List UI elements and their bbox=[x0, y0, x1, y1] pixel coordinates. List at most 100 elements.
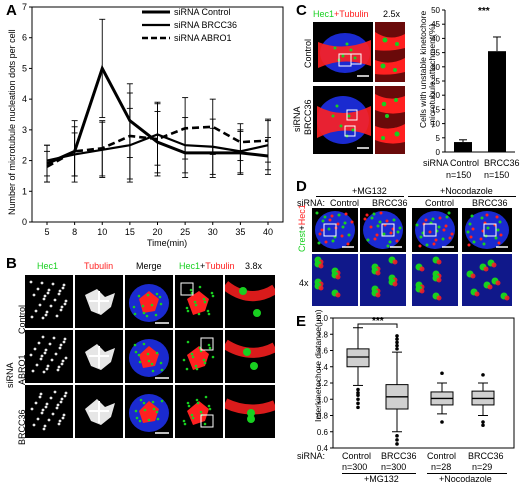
panel-e-outlier bbox=[395, 438, 399, 442]
panel-e-outlier bbox=[395, 434, 399, 438]
panel-b-image-r1-c2 bbox=[75, 275, 123, 328]
panel-b-image-r3-c3 bbox=[125, 385, 173, 438]
panel-a-line-chart: 0 1 2 3 4 5 6 7 5 8 10 15 20 25 30 35 40 siRNA Control si… bbox=[22, 2, 284, 237]
panel-c-ytick-label: 15 bbox=[431, 105, 440, 114]
panel-b-sirna-label: siRNA bbox=[5, 362, 15, 388]
panel-e-xtick-control-1: Control bbox=[342, 451, 372, 461]
panel-b-image-r3-c4 bbox=[175, 385, 223, 438]
panel-a-ytick-label: 6 bbox=[22, 33, 27, 43]
panel-a-ytick-label: 7 bbox=[22, 2, 27, 12]
panel-e-outlier bbox=[356, 387, 360, 392]
panel-e-plot-frame bbox=[332, 317, 515, 449]
panel-b-image-r2-c4 bbox=[175, 330, 223, 383]
panel-c-significance: *** bbox=[478, 6, 490, 17]
panel-e-outlier bbox=[356, 393, 360, 397]
panel-d-image-r2-c4 bbox=[462, 254, 512, 306]
panel-e-n-3: n=28 bbox=[431, 462, 452, 472]
panel-a-legend-label: siRNA Control bbox=[174, 7, 231, 17]
panel-e-outlier bbox=[395, 337, 399, 341]
panel-b-header-hec1-tubulin: Hec1+Tubulin bbox=[179, 261, 235, 271]
panel-e-box bbox=[385, 384, 409, 410]
panel-b-header-tubulin: Tubulin bbox=[84, 261, 114, 271]
panel-a-xtick-label: 5 bbox=[44, 227, 49, 237]
panel-c-x-prefix: siRNA bbox=[423, 158, 449, 168]
panel-e-outlier bbox=[395, 347, 399, 351]
panel-d-image-r2-c2 bbox=[360, 254, 406, 306]
panel-d-zoom-label: 4x bbox=[299, 278, 309, 288]
panel-b-image-r1-c5 bbox=[225, 275, 275, 328]
panel-e-group-nocodazole: +Nocodazole bbox=[439, 474, 492, 484]
panel-c-ytick-label: 10 bbox=[431, 120, 440, 129]
panel-e-significance: *** bbox=[372, 316, 384, 327]
panel-e-group-mg132: +MG132 bbox=[364, 474, 399, 484]
panel-d-label: D bbox=[296, 178, 307, 195]
panel-a-xtick-label: 25 bbox=[180, 227, 190, 237]
panel-c-bar-chart: 0 5 10 15 20 25 30 35 40 45 50 bbox=[431, 6, 515, 157]
panel-e-sirna-label: siRNA: bbox=[297, 451, 326, 461]
panel-d-image-r2-c3 bbox=[412, 254, 458, 306]
panel-e-outlier bbox=[481, 373, 485, 377]
panel-d-col-control-1: Control bbox=[330, 198, 360, 208]
panel-b-image-r2-c3 bbox=[125, 330, 173, 383]
panel-a-xlabel: Time(min) bbox=[147, 238, 188, 248]
panel-a-label: A bbox=[6, 2, 17, 19]
panel-a-ytick-label: 1 bbox=[22, 186, 27, 196]
panel-d-col-control-2: Control bbox=[425, 198, 455, 208]
panel-b-header-merge: Merge bbox=[136, 261, 162, 271]
panel-d-treatment-mg132: +MG132 bbox=[352, 186, 387, 196]
panel-c-row-control: Control bbox=[303, 38, 313, 68]
panel-b-image-r3-c1 bbox=[25, 385, 73, 438]
panel-e-outlier bbox=[356, 390, 360, 395]
panel-c-xtick-brcc36: BRCC36 bbox=[484, 158, 520, 168]
panel-b-zoom-label: 3.8x bbox=[245, 261, 263, 271]
panel-b-label: B bbox=[6, 255, 17, 272]
panel-e-outlier bbox=[481, 420, 485, 424]
panel-a-ytick-label: 4 bbox=[22, 94, 27, 104]
panel-b-image-r2-c2 bbox=[75, 330, 123, 383]
panel-a-ytick-label: 5 bbox=[22, 63, 27, 73]
panel-e-n-1: n=300 bbox=[342, 462, 368, 472]
panel-e-ytick-label: 0.6 bbox=[317, 428, 329, 437]
panel-c-control-zoom-image bbox=[375, 22, 405, 82]
panel-e-nocodazole-line bbox=[427, 473, 507, 474]
panel-c-zoom-label: 2.5x bbox=[383, 9, 401, 19]
panel-e-mg132-line bbox=[342, 473, 416, 474]
panel-b-image-r3-c5 bbox=[225, 385, 275, 438]
panel-e-label: E bbox=[296, 313, 307, 330]
panel-e-outlier bbox=[356, 405, 360, 410]
panel-c-ytick-label: 0 bbox=[436, 148, 441, 157]
panel-c-row-brcc36: BRCC36 bbox=[303, 99, 313, 135]
panel-a-xtick-label: 40 bbox=[263, 227, 273, 237]
panel-d-image-r2-c1 bbox=[312, 254, 358, 306]
panel-d-side-label: Crest+Hec1 bbox=[297, 204, 307, 252]
panel-a-ytick-label: 2 bbox=[22, 156, 27, 166]
panel-c-bar bbox=[488, 51, 506, 152]
panel-c-brcc36-image bbox=[313, 86, 373, 154]
panel-a-xtick-label: 10 bbox=[97, 227, 107, 237]
panel-b-image-r1-c1 bbox=[25, 275, 73, 328]
panel-d-sirna-label: siRNA: bbox=[297, 198, 326, 208]
panel-c-ytick-label: 50 bbox=[431, 6, 440, 15]
panel-c-ytick-label: 5 bbox=[436, 134, 441, 143]
panel-e-xtick-brcc36-2: BRCC36 bbox=[468, 451, 504, 461]
panel-b-image-r2-c5 bbox=[225, 330, 275, 383]
panel-a-ylabel: Number of microtubule nucleation dots pe… bbox=[7, 29, 17, 215]
panel-c-ytick-label: 40 bbox=[431, 34, 440, 43]
panel-b-image-r3-c2 bbox=[75, 385, 123, 438]
panel-b-image-r2-c1 bbox=[25, 330, 73, 383]
panel-c-n-control: n=150 bbox=[446, 170, 472, 180]
panel-d-treatment-nocodazole: +Nocodazole bbox=[440, 186, 493, 196]
panel-e-outlier bbox=[440, 371, 444, 376]
panel-e-n-2: n=300 bbox=[381, 462, 407, 472]
panel-c-n-brcc36: n=150 bbox=[484, 170, 510, 180]
panel-a-ytick-label: 3 bbox=[22, 125, 27, 135]
panel-b-image-r1-c4 bbox=[175, 275, 223, 328]
panel-c-header: Hec1+Tubulin bbox=[313, 9, 369, 19]
panel-d-image-r1-c3 bbox=[412, 208, 458, 252]
panel-c-ylabel-line2: -microtubule attachment(%) bbox=[427, 23, 437, 128]
panel-c-ytick-label: 45 bbox=[431, 20, 440, 29]
panel-c-ytick-label: 30 bbox=[431, 63, 440, 72]
panel-e-box bbox=[430, 391, 454, 406]
panel-d-col-brcc36-1: BRCC36 bbox=[372, 198, 408, 208]
panel-d-mg132-line bbox=[316, 196, 404, 197]
